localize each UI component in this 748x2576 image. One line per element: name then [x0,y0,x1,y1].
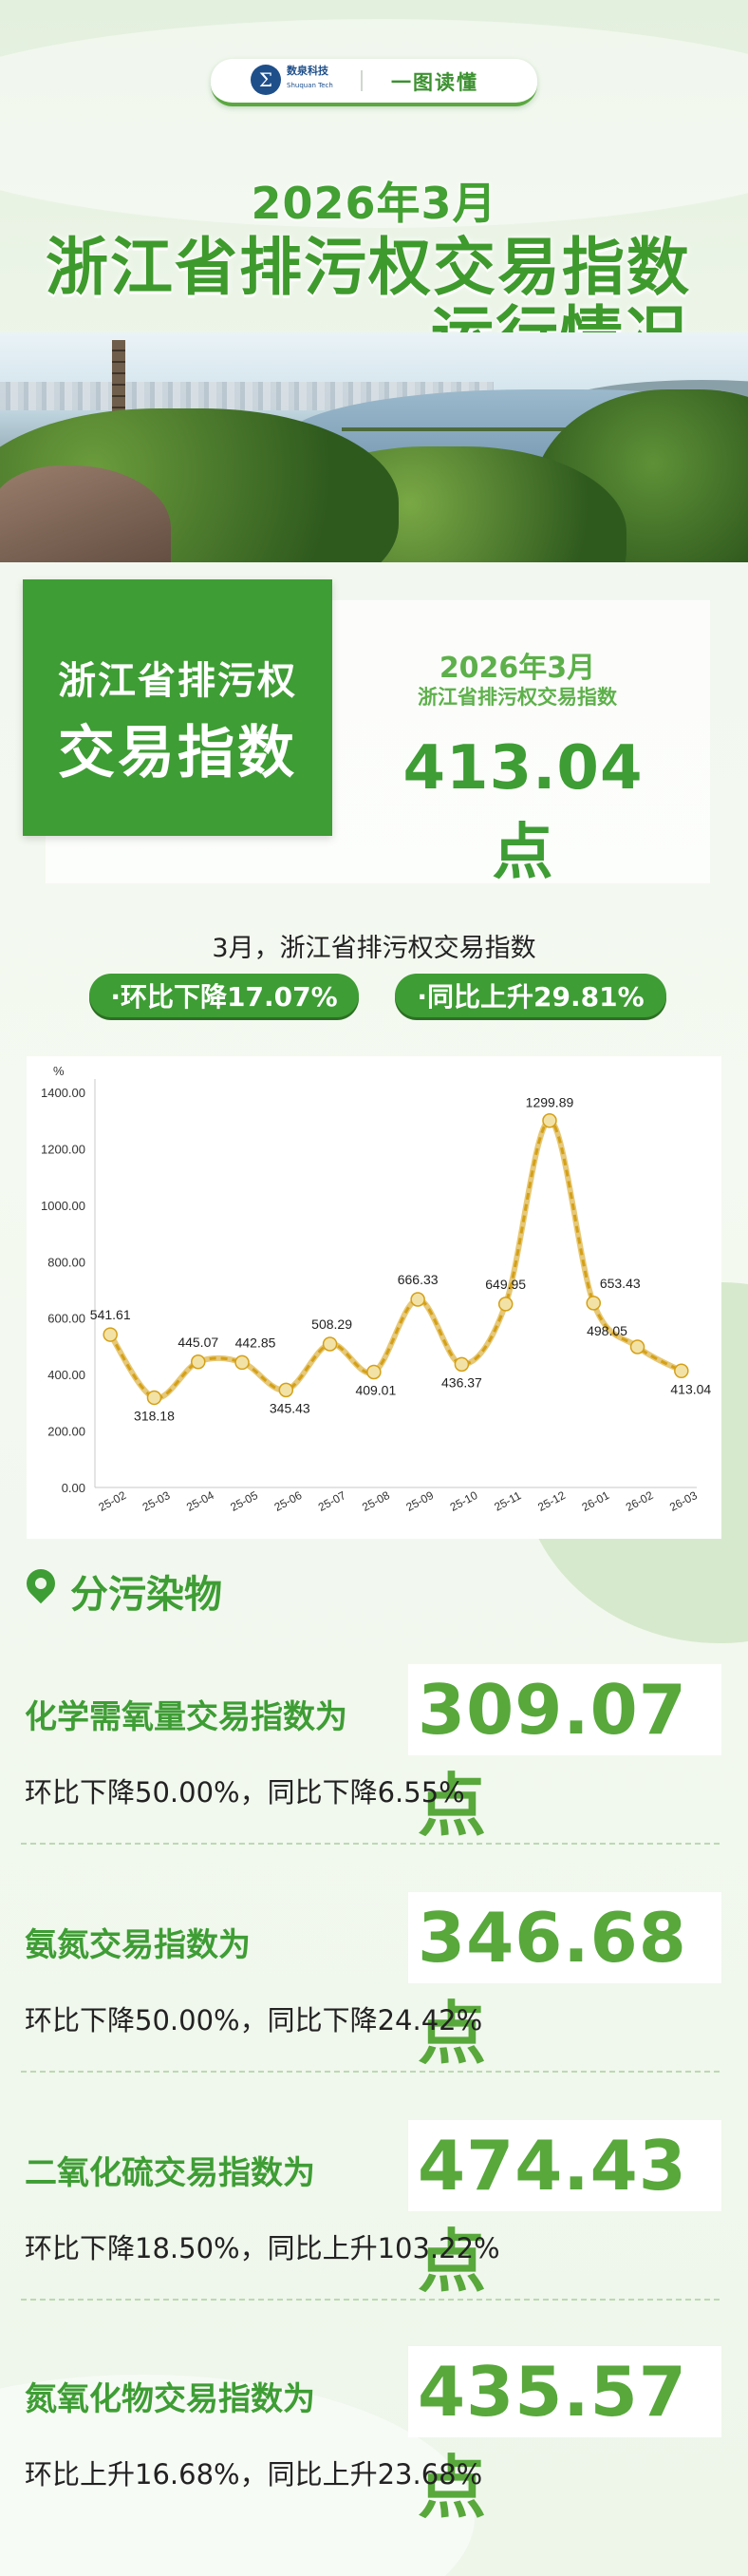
x-tick-label: 26-03 [667,1488,700,1514]
data-label: 413.04 [670,1381,711,1396]
data-point [191,1354,206,1370]
data-point [322,1336,338,1352]
index-card-label-line1: 浙江省排污权 [58,659,297,703]
logo-text: 数泉科技 [287,65,328,77]
data-point [146,1390,162,1406]
divider [21,2071,720,2073]
data-point [410,1292,425,1307]
index-card-label-line2: 交易指数 [58,720,297,786]
data-label: 436.37 [441,1374,482,1390]
data-label: 666.33 [398,1272,439,1287]
divider [361,70,363,91]
data-point [454,1356,470,1373]
decorative-wave [0,19,748,228]
title-main: 浙江省排污权交易指数 [46,231,691,304]
series-line [108,1119,683,1400]
x-tick-label: 26-02 [624,1488,656,1514]
x-tick-label: 25-05 [228,1488,260,1514]
pagoda-icon [112,340,125,412]
mom-change-badge: ·环比下降17.07% [89,974,359,1017]
pollutant-value: 309.07点 [418,1670,687,1846]
summary-text: 3月，浙江省排污权交易指数 [212,934,536,963]
x-tick-label: 25-07 [316,1488,348,1514]
data-point [278,1382,294,1398]
pollutant-change: 环比下降50.00%，同比下降24.42% [25,2004,483,2036]
data-point [674,1363,689,1379]
data-label: 498.05 [587,1323,627,1338]
x-tick-label: 25-03 [140,1488,173,1514]
data-label: 1299.89 [526,1095,574,1110]
chart-svg: % 0.00 200.00 400.00 600.00 800.00 1000.00 1200… [41,1064,711,1514]
data-point [586,1296,601,1311]
pollutant-item-ammonia: 氨氮交易指数为 346.68点 环比下降50.00%，同比下降24.42% [0,1881,748,2109]
company-logo-icon: Σ [251,65,281,95]
data-label: 318.18 [134,1408,175,1423]
y-tick-label: 400.00 [47,1368,85,1382]
landscape-image [0,332,748,562]
header-tag: 一图读懂 [391,71,478,94]
x-tick-label: 25-02 [96,1488,128,1514]
pollutant-value: 474.43点 [418,2126,687,2301]
data-label: 653.43 [600,1276,641,1291]
x-tick-label: 25-06 [272,1488,305,1514]
y-tick-label: 200.00 [47,1425,85,1439]
y-tick-label: 1400.00 [41,1086,85,1100]
data-label: 345.43 [270,1400,310,1415]
section-title: 分污染物 [70,1573,222,1617]
pollutant-item-so2: 二氧化硫交易指数为 474.43点 环比下降18.50%，同比上升103.22% [0,2109,748,2337]
pollutant-name: 化学需氧量交易指数为 [25,1698,347,1736]
y-tick-label: 1000.00 [41,1199,85,1213]
data-label: 409.01 [355,1382,396,1397]
data-label: 442.85 [235,1335,276,1350]
x-tick-label: 25-08 [360,1488,392,1514]
x-tick-label: 26-01 [580,1488,612,1514]
pollutant-change: 环比上升16.68%，同比上升23.68% [25,2458,483,2491]
y-tick-label: 600.00 [47,1312,85,1326]
data-label: 541.61 [90,1307,131,1322]
pollutant-name: 氮氧化物交易指数为 [25,2380,315,2418]
data-point [234,1354,250,1371]
y-tick-label: 1200.00 [41,1142,85,1156]
index-card-date: 2026年3月 [439,652,596,685]
x-tick-label: 25-11 [492,1488,523,1514]
x-tick-label: 25-10 [448,1488,480,1514]
pollutant-item-nox: 氮氧化物交易指数为 435.57点 环比上升16.68%，同比上升23.68% [0,2335,748,2563]
data-label: 508.29 [311,1316,352,1332]
pollutant-value: 435.57点 [418,2352,687,2528]
pollutant-name: 二氧化硫交易指数为 [25,2154,315,2192]
index-card-value: 413.04点 [402,733,644,888]
data-point [629,1339,645,1354]
pollutant-item-cod: 化学需氧量交易指数为 309.07点 环比下降50.00%，同比下降6.55% [0,1653,748,1881]
index-card-label-block: 浙江省排污权 交易指数 [23,579,332,836]
y-axis-unit: % [53,1064,65,1078]
title-date: 2026年3月 [251,178,497,229]
data-point [103,1327,118,1342]
data-point [497,1297,514,1312]
x-tick-label: 25-12 [535,1488,568,1514]
data-label: 445.07 [178,1335,218,1350]
y-tick-label: 0.00 [62,1481,85,1495]
divider [21,2299,720,2301]
data-point [542,1112,557,1128]
logo-subtext: Shuquan Tech [287,82,333,89]
x-tick-label: 25-09 [403,1488,436,1514]
location-pin-icon [20,1563,62,1604]
pollutant-change: 环比下降18.50%，同比上升103.22% [25,2232,500,2264]
x-tick-label: 25-04 [184,1488,216,1514]
pollutant-change: 环比下降50.00%，同比下降6.55% [25,1776,465,1809]
index-card-label: 浙江省排污权交易指数 [418,686,617,709]
header-pill: Σ 数泉科技 Shuquan Tech 一图读懂 [211,59,537,106]
data-point [366,1364,382,1380]
pollutant-value: 346.68点 [418,1898,687,2074]
y-tick-label: 800.00 [47,1255,85,1269]
divider [21,1843,720,1845]
pollutant-name: 氨氮交易指数为 [25,1926,251,1964]
yoy-change-badge: ·同比上升29.81% [395,974,666,1017]
data-label: 649.95 [485,1277,526,1292]
index-line-chart: % 0.00 200.00 400.00 600.00 800.00 1000.00 1200… [27,1056,721,1539]
